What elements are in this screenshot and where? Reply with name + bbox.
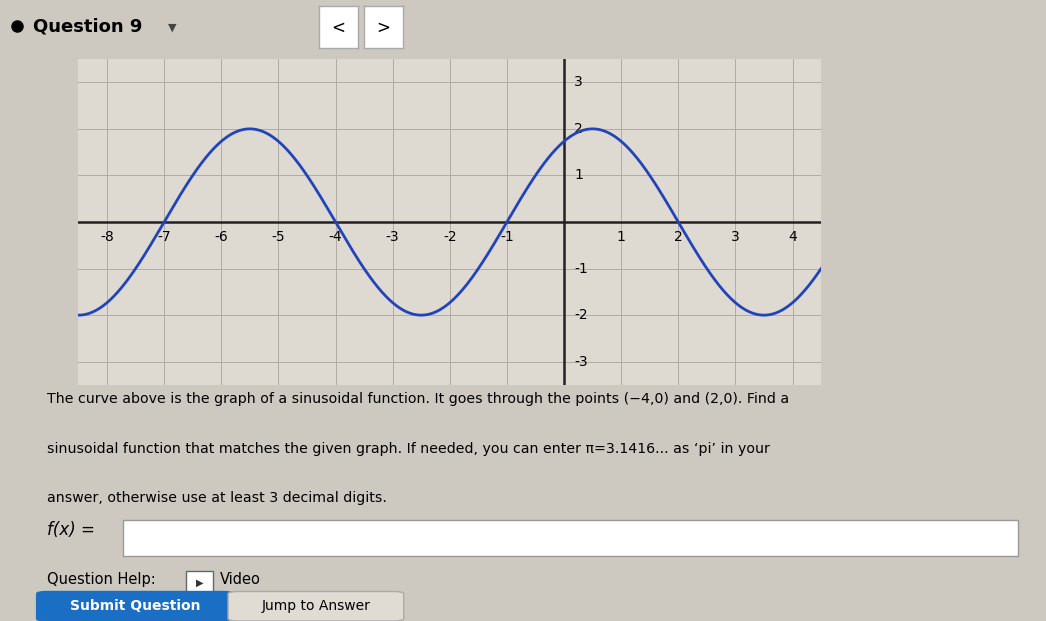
Text: ▼: ▼ [168, 22, 177, 32]
FancyBboxPatch shape [123, 520, 1018, 556]
Text: Jump to Answer: Jump to Answer [262, 599, 370, 614]
Text: -1: -1 [574, 261, 588, 276]
Text: <: < [332, 19, 345, 36]
Text: answer, otherwise use at least 3 decimal digits.: answer, otherwise use at least 3 decimal… [47, 491, 387, 505]
Text: Submit Question: Submit Question [70, 599, 200, 614]
Text: -2: -2 [442, 230, 457, 245]
Text: -8: -8 [100, 230, 114, 245]
Text: The curve above is the graph of a sinusoidal function. It goes through the point: The curve above is the graph of a sinuso… [47, 392, 789, 406]
Text: f(x) =: f(x) = [47, 521, 95, 539]
Text: -1: -1 [500, 230, 514, 245]
Text: 3: 3 [574, 75, 583, 89]
Text: -3: -3 [574, 355, 588, 369]
Text: -7: -7 [157, 230, 170, 245]
Text: 1: 1 [574, 168, 584, 183]
Text: -3: -3 [386, 230, 400, 245]
Text: sinusoidal function that matches the given graph. If needed, you can enter π=3.1: sinusoidal function that matches the giv… [47, 442, 770, 456]
Text: -5: -5 [272, 230, 286, 245]
Text: -4: -4 [328, 230, 342, 245]
Text: -6: -6 [214, 230, 228, 245]
Text: 4: 4 [789, 230, 797, 245]
Text: Question Help:: Question Help: [47, 572, 156, 587]
Text: -2: -2 [574, 308, 588, 322]
Text: Question 9: Question 9 [33, 17, 143, 35]
Text: 2: 2 [674, 230, 683, 245]
Text: >: > [377, 19, 390, 36]
FancyBboxPatch shape [186, 571, 213, 594]
Text: ▶: ▶ [196, 578, 204, 587]
Text: Video: Video [220, 572, 260, 587]
Text: 1: 1 [617, 230, 626, 245]
FancyBboxPatch shape [228, 591, 404, 621]
Text: 3: 3 [731, 230, 740, 245]
Text: 2: 2 [574, 122, 583, 136]
FancyBboxPatch shape [37, 591, 233, 621]
